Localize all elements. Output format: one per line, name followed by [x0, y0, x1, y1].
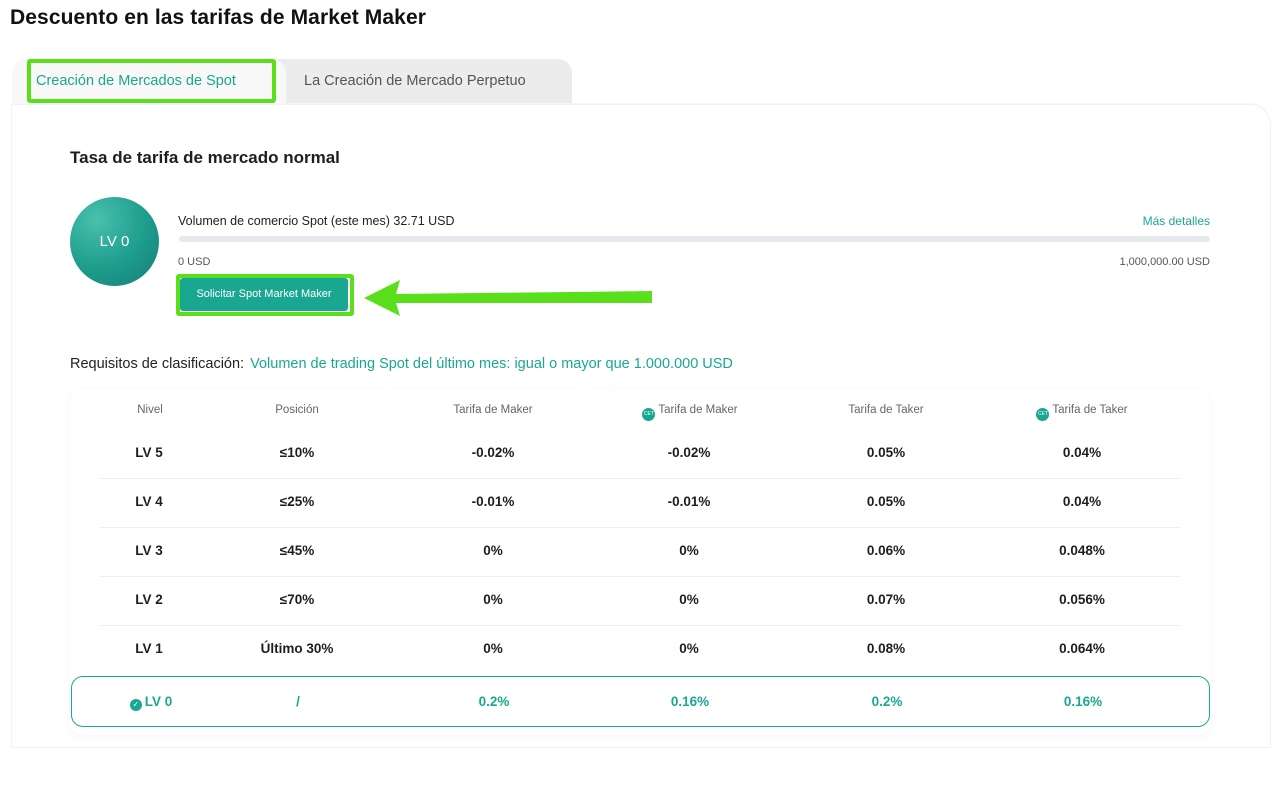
cell-level-current: ✓ LV 0: [61, 694, 241, 711]
cell-position-current: /: [296, 694, 300, 709]
requirements-value: Volumen de trading Spot del último mes: …: [250, 356, 733, 372]
cell-taker-fee: 0.07%: [866, 592, 906, 607]
cell-position: Último 30%: [260, 641, 334, 656]
cell-cet-maker-fee-current: 0.16%: [670, 694, 710, 709]
cell-level: LV 1: [135, 641, 163, 656]
cell-taker-fee: 0.08%: [866, 641, 906, 656]
cell-level: LV 2: [135, 592, 163, 607]
cell-cet-taker-fee: 0.064%: [1059, 641, 1105, 656]
cell-cet-taker-fee: 0.04%: [1062, 494, 1102, 509]
table-row: LV 1 Último 30% 0% 0% 0.08% 0.064%: [100, 626, 1180, 675]
level-badge: LV 0: [70, 197, 159, 286]
cell-maker-fee: -0.01%: [471, 494, 515, 509]
column-header-level: Nivel: [137, 404, 163, 416]
column-header-maker-fee: Tarifa de Maker: [453, 404, 533, 416]
requirements-line: Requisitos de clasificación: Volumen de t…: [70, 356, 733, 372]
button-highlight-box: [176, 274, 354, 316]
table-row: LV 2 ≤70% 0% 0% 0.07% 0.056%: [100, 577, 1180, 626]
cell-taker-fee-current: 0.2%: [871, 694, 903, 709]
cell-cet-maker-fee: 0%: [679, 543, 699, 558]
cell-cet-maker-fee: 0%: [679, 641, 699, 656]
section-title: Tasa de tarifa de mercado normal: [70, 148, 340, 167]
volume-progress-bar: [179, 236, 1210, 242]
level-badge-label: LV 0: [99, 233, 130, 250]
cell-cet-taker-fee: 0.04%: [1062, 445, 1102, 460]
cell-cet-taker-fee: 0.048%: [1059, 543, 1105, 558]
cell-maker-fee: 0%: [483, 543, 503, 558]
cet-coin-icon: CET: [1036, 408, 1050, 421]
tab-perpetual[interactable]: La Creación de Mercado Perpetuo: [304, 73, 526, 89]
progress-max-label: 1,000,000.00 USD: [1119, 256, 1210, 268]
cell-maker-fee: 0%: [483, 641, 503, 656]
cell-position: ≤25%: [279, 494, 315, 509]
cell-level: LV 3: [135, 543, 163, 558]
cell-level: LV 5: [135, 445, 163, 460]
page-title: Descuento en las tarifas de Market Maker: [10, 6, 427, 29]
cet-coin-icon: CET: [642, 408, 656, 421]
cell-position: ≤45%: [279, 543, 315, 558]
tab-spot[interactable]: Creación de Mercados de Spot: [36, 73, 236, 89]
arrow-left-icon: [364, 280, 652, 316]
cell-maker-fee: -0.02%: [471, 445, 515, 460]
cell-cet-taker-fee: 0.056%: [1059, 592, 1105, 607]
tab-bar: Creación de Mercados de Spot La Creación…: [12, 59, 572, 105]
cell-cet-taker-fee-current: 0.16%: [1063, 694, 1103, 709]
cell-taker-fee: 0.05%: [866, 445, 906, 460]
cell-cet-maker-fee: 0%: [679, 592, 699, 607]
volume-text: Volumen de comercio Spot (este mes) 32.7…: [178, 214, 455, 228]
progress-min-label: 0 USD: [178, 256, 211, 268]
column-header-taker-fee: Tarifa de Taker: [848, 404, 924, 416]
cell-maker-fee: 0%: [483, 592, 503, 607]
more-details-link[interactable]: Más detalles: [1142, 214, 1210, 228]
column-header-cet-maker-fee: CET Tarifa de Maker: [600, 404, 780, 421]
cell-position: ≤70%: [279, 592, 315, 607]
cell-cet-maker-fee: -0.02%: [667, 445, 711, 460]
column-header-position: Posición: [275, 404, 319, 416]
tab-highlight-box: [27, 59, 276, 103]
requirements-label: Requisitos de clasificación:: [70, 356, 245, 372]
cell-level: LV 4: [135, 494, 163, 509]
table-row: LV 3 ≤45% 0% 0% 0.06% 0.048%: [100, 528, 1180, 577]
table-row: LV 5 ≤10% -0.02% -0.02% 0.05% 0.04%: [100, 430, 1180, 479]
apply-spot-market-maker-button[interactable]: Solicitar Spot Market Maker: [180, 278, 348, 311]
check-icon: ✓: [129, 699, 142, 711]
cell-maker-fee-current: 0.2%: [478, 694, 510, 709]
column-header-cet-taker-fee: CET Tarifa de Taker: [992, 404, 1172, 421]
cell-position: ≤10%: [279, 445, 315, 460]
table-row: LV 4 ≤25% -0.01% -0.01% 0.05% 0.04%: [100, 479, 1180, 528]
cell-taker-fee: 0.06%: [866, 543, 906, 558]
cell-cet-maker-fee: -0.01%: [667, 494, 711, 509]
tab-active-background: [12, 59, 286, 105]
current-level-row: ✓ LV 0 / 0.2% 0.16% 0.2% 0.16%: [71, 676, 1210, 727]
cell-taker-fee: 0.05%: [866, 494, 906, 509]
